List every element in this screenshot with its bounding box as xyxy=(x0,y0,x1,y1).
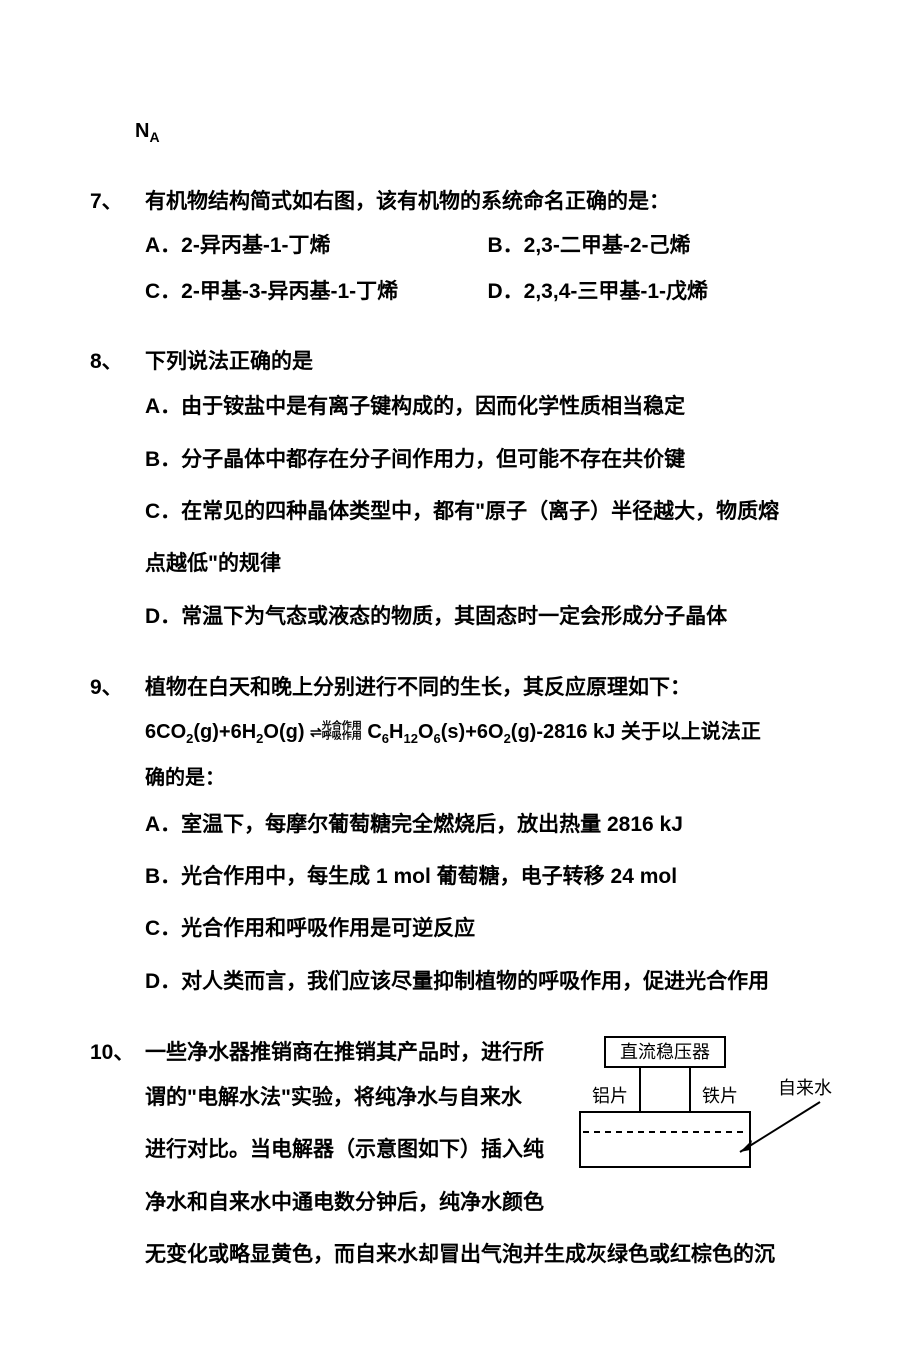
option-c: C．光合作用和呼吸作用是可逆反应 xyxy=(145,905,830,953)
page-header-label: NA xyxy=(135,120,830,145)
question-7: 7、 有机物结构简式如右图，该有机物的系统命名正确的是： A．2-异丙基-1-丁… xyxy=(90,181,830,315)
eq-part: 6CO xyxy=(145,721,186,743)
eq-sub: 6 xyxy=(382,731,389,746)
eq-sub: 12 xyxy=(403,731,417,746)
reaction-label: 光合作用呼吸作用 xyxy=(322,722,362,742)
option-d: D．常温下为气态或液态的物质，其固态时一定会形成分子晶体 xyxy=(145,593,830,641)
option-d: D．对人类而言，我们应该尽量抑制植物的呼吸作用，促进光合作用 xyxy=(145,958,830,1006)
eq-part: H xyxy=(389,721,403,743)
question-number: 10、 xyxy=(90,1032,145,1074)
water-label: 自来水 xyxy=(778,1078,832,1098)
option-a: A．室温下，每摩尔葡萄糖完全燃烧后，放出热量 2816 kJ xyxy=(145,801,830,849)
eq-tail-line2: 确的是： xyxy=(145,755,830,801)
eq-sub: 6 xyxy=(434,731,441,746)
eq-part: O xyxy=(418,721,434,743)
eq-part: O(g) xyxy=(263,721,304,743)
question-number: 8、 xyxy=(90,341,145,383)
option-c: C．2-甲基-3-异丙基-1-丁烯 xyxy=(145,269,488,315)
water-arrow-line xyxy=(740,1102,820,1152)
question-text: 下列说法正确的是 xyxy=(145,341,830,383)
right-electrode-label: 铁片 xyxy=(702,1086,738,1106)
option-b: B．2,3-二甲基-2-己烯 xyxy=(488,223,831,269)
question-10: 10、 一些净水器推销商在推销其产品时，进行所 谓的"电解水法"实验，将纯净水与… xyxy=(90,1032,830,1279)
option-a: A．由于铵盐中是有离子键构成的，因而化学性质相当稳定 xyxy=(145,383,830,431)
option-c-line1: C．在常见的四种晶体类型中，都有"原子（离子）半径越大，物质熔 xyxy=(145,488,830,536)
option-b: B．光合作用中，每生成 1 mol 葡萄糖，电子转移 24 mol xyxy=(145,853,830,901)
options-block: A．由于铵盐中是有离子键构成的，因而化学性质相当稳定 B．分子晶体中都存在分子间… xyxy=(145,383,830,640)
question-text: 有机物结构简式如右图，该有机物的系统命名正确的是： xyxy=(145,181,830,223)
container-box xyxy=(580,1112,750,1167)
question-7-stem: 7、 有机物结构简式如右图，该有机物的系统命名正确的是： xyxy=(90,181,830,223)
eq-part: (s)+6O xyxy=(441,721,504,743)
header-a-sub: A xyxy=(149,129,159,145)
eq-part: (g)-2816 kJ 关于以上说法正 xyxy=(511,721,761,743)
q10-line5: 无变化或略显黄色，而自来水却冒出气泡并生成灰绿色或红棕色的沉 xyxy=(145,1231,830,1279)
options-row-2: C．2-甲基-3-异丙基-1-丁烯 D．2,3,4-三甲基-1-戊烯 xyxy=(145,269,830,315)
question-number: 9、 xyxy=(90,667,145,709)
option-b: B．分子晶体中都存在分子间作用力，但可能不存在共价键 xyxy=(145,436,830,484)
reaction-arrows-icon: ⇌ xyxy=(310,728,322,736)
question-8-stem: 8、 下列说法正确的是 xyxy=(90,341,830,383)
eq-part: C xyxy=(367,721,381,743)
options-row-1: A．2-异丙基-1-丁烯 B．2,3-二甲基-2-己烯 xyxy=(145,223,830,269)
eq-part: (g)+6H xyxy=(193,721,256,743)
option-d: D．2,3,4-三甲基-1-戊烯 xyxy=(488,269,831,315)
question-9: 9、 植物在白天和晚上分别进行不同的生长，其反应原理如下： 6CO2(g)+6H… xyxy=(90,667,830,1006)
electrolysis-diagram: 直流稳压器 铝片 铁片 自来水 xyxy=(550,1032,840,1192)
header-n: N xyxy=(135,120,149,142)
dc-regulator-label: 直流稳压器 xyxy=(620,1042,710,1062)
option-a: A．2-异丙基-1-丁烯 xyxy=(145,223,488,269)
equation: 6CO2(g)+6H2O(g) ⇌光合作用呼吸作用 C6H12O6(s)+6O2… xyxy=(145,709,830,801)
question-text: 植物在白天和晚上分别进行不同的生长，其反应原理如下： xyxy=(145,667,830,709)
question-9-stem: 9、 植物在白天和晚上分别进行不同的生长，其反应原理如下： xyxy=(90,667,830,709)
question-8: 8、 下列说法正确的是 A．由于铵盐中是有离子键构成的，因而化学性质相当稳定 B… xyxy=(90,341,830,640)
options-block: A．室温下，每摩尔葡萄糖完全燃烧后，放出热量 2816 kJ B．光合作用中，每… xyxy=(145,801,830,1006)
left-electrode-label: 铝片 xyxy=(592,1086,628,1106)
option-c-line2: 点越低"的规律 xyxy=(145,540,830,588)
eq-sub: 2 xyxy=(504,731,511,746)
question-number: 7、 xyxy=(90,181,145,223)
rxn-bot: 呼吸作用 xyxy=(322,731,362,742)
